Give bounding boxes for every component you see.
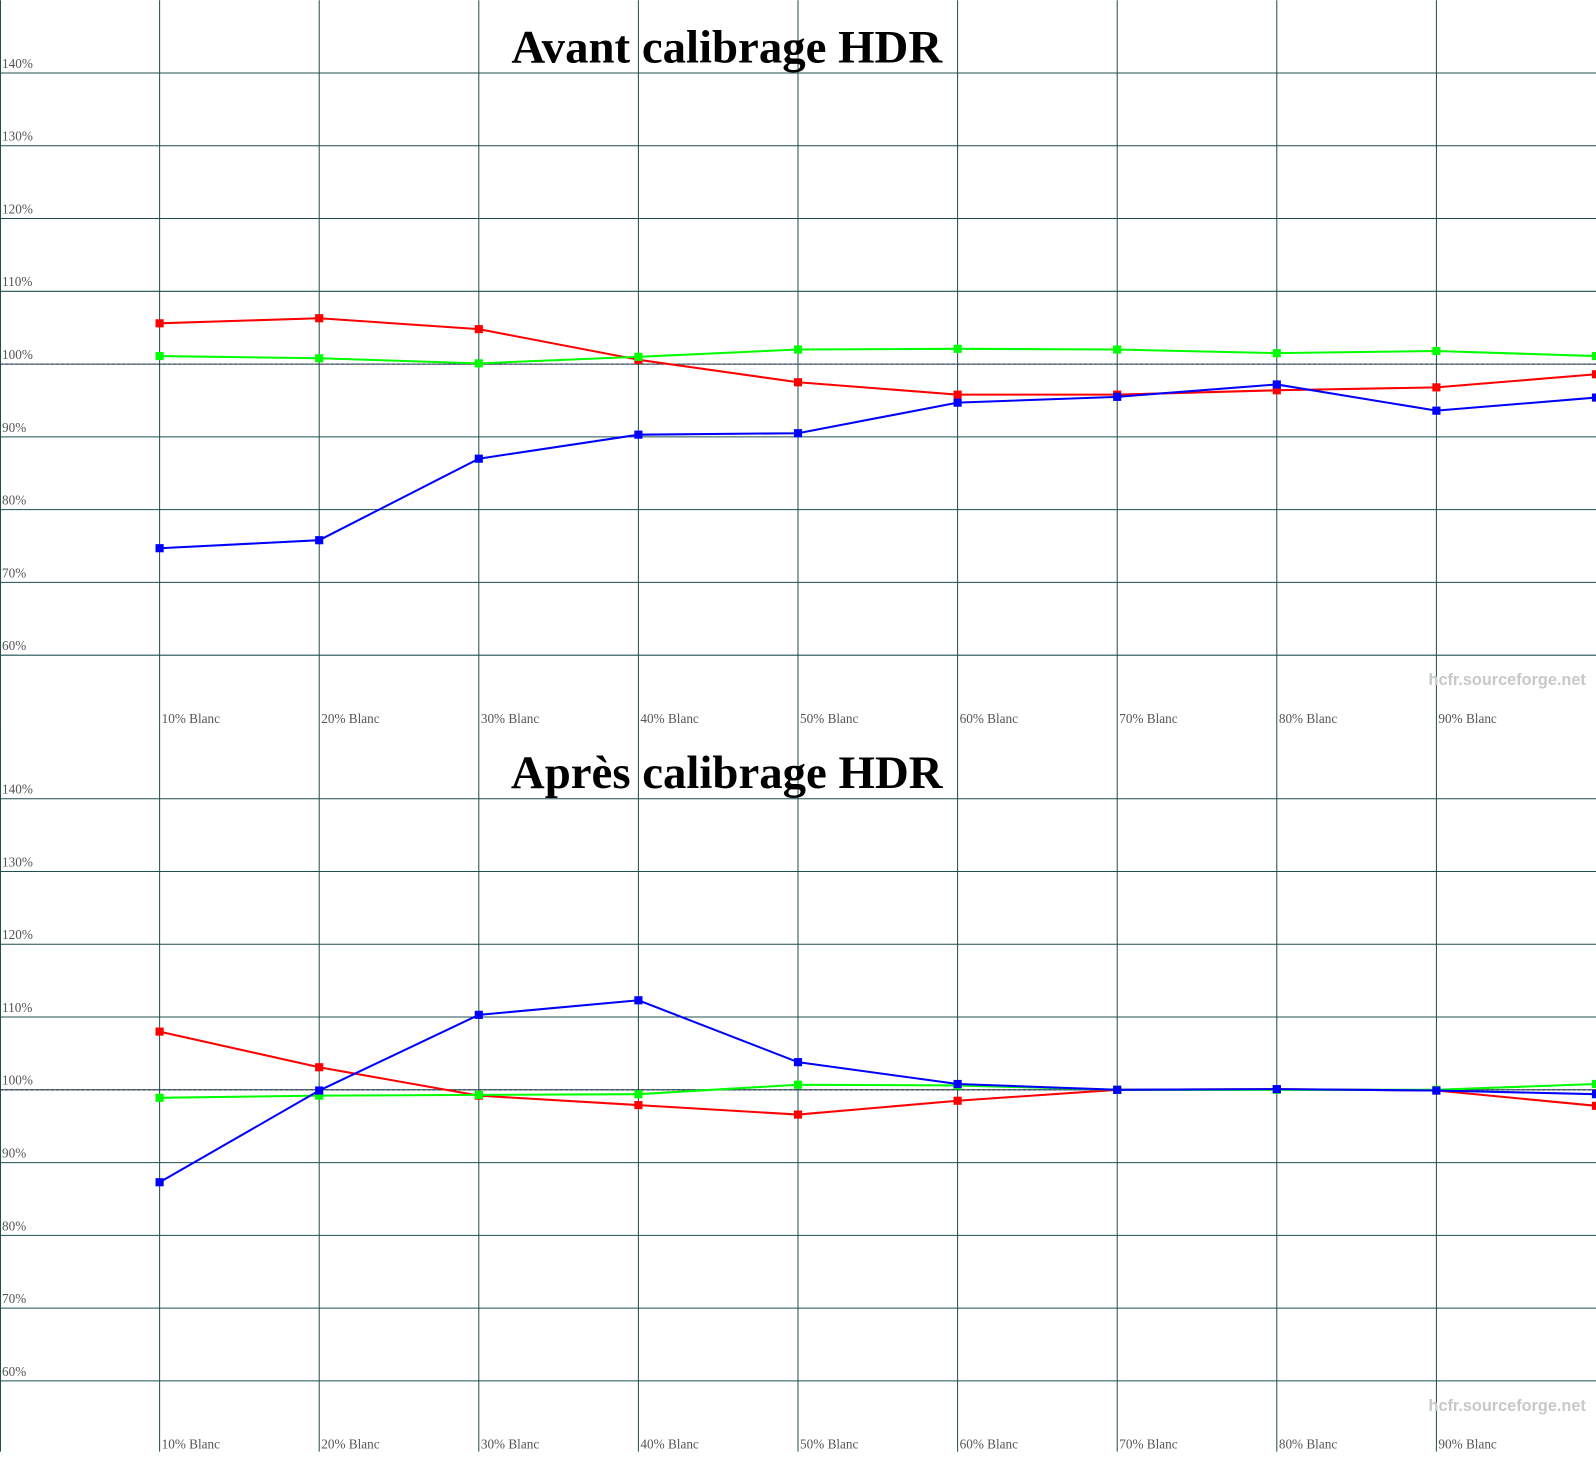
point: [474, 359, 483, 368]
point: [793, 345, 803, 354]
point: [1113, 345, 1122, 354]
point: [634, 1101, 643, 1110]
y-tick-label: 140%: [2, 56, 33, 71]
series-line: [159, 347, 1596, 365]
y-tick-label: 60%: [2, 1364, 26, 1379]
x-tick-label: 20% Blanc: [321, 711, 380, 726]
point: [1432, 1086, 1441, 1095]
x-tick-label: 90% Blanc: [1438, 711, 1497, 726]
y-tick-label: 80%: [2, 1218, 26, 1233]
point: [953, 390, 962, 399]
point: [1591, 352, 1596, 361]
point: [634, 1090, 643, 1099]
y-tick-label: 80%: [2, 493, 26, 508]
point: [1113, 392, 1122, 401]
y-tick-label: 130%: [2, 854, 33, 869]
point: [315, 1086, 324, 1095]
x-tick-label: 90% Blanc: [1438, 1437, 1497, 1452]
point: [1272, 349, 1281, 358]
point: [793, 1080, 803, 1089]
y-tick-label: 70%: [2, 1291, 26, 1306]
x-tick-label: 10% Blanc: [162, 1437, 221, 1452]
point: [474, 454, 483, 463]
series-line: [159, 999, 1596, 1184]
point: [1432, 383, 1441, 392]
point: [315, 354, 324, 363]
x-tick-label: 60% Blanc: [960, 711, 1019, 726]
point: [1591, 1090, 1596, 1099]
point: [793, 378, 803, 387]
point: [1113, 1085, 1122, 1094]
point: [315, 536, 324, 545]
point: [793, 429, 803, 438]
point: [1272, 380, 1281, 389]
point: [315, 1063, 324, 1072]
y-tick-label: 90%: [2, 420, 26, 435]
point: [1591, 370, 1596, 379]
y-tick-label: 100%: [2, 1073, 33, 1088]
point: [953, 398, 962, 407]
watermark: hcfr.sourceforge.net: [1429, 671, 1587, 689]
point: [953, 344, 962, 353]
point: [1591, 393, 1596, 402]
x-tick-label: 80% Blanc: [1279, 711, 1338, 726]
y-tick-label: 60%: [2, 638, 26, 653]
point: [474, 325, 483, 334]
x-tick-label: 20% Blanc: [321, 1437, 380, 1452]
point: [634, 996, 643, 1005]
watermark: hcfr.sourceforge.net: [1429, 1397, 1587, 1415]
x-tick-label: 70% Blanc: [1119, 711, 1178, 726]
series-line: [159, 383, 1596, 550]
y-tick-label: 120%: [2, 927, 33, 942]
point: [1272, 1085, 1281, 1094]
point: [634, 430, 643, 439]
y-tick-label: 120%: [2, 201, 33, 216]
point: [474, 1010, 483, 1019]
point: [315, 314, 324, 323]
point: [155, 544, 164, 553]
point: [1272, 386, 1281, 395]
point: [1432, 406, 1441, 415]
chart-title: Après calibrage HDR: [511, 747, 944, 799]
y-tick-label: 90%: [2, 1145, 26, 1160]
point: [155, 1178, 164, 1187]
point: [155, 319, 164, 328]
point: [1591, 1079, 1596, 1089]
y-tick-label: 70%: [2, 565, 26, 580]
point: [953, 1096, 962, 1105]
point: [793, 1058, 803, 1067]
y-tick-label: 100%: [2, 347, 33, 362]
point: [474, 1090, 483, 1099]
chart-title: Avant calibrage HDR: [511, 21, 943, 73]
point: [1591, 1101, 1596, 1110]
point: [155, 1093, 164, 1102]
x-tick-label: 70% Blanc: [1119, 1437, 1178, 1452]
point: [155, 352, 164, 361]
point: [793, 1110, 803, 1119]
x-tick-label: 40% Blanc: [640, 1437, 699, 1452]
x-tick-label: 40% Blanc: [640, 711, 699, 726]
y-tick-label: 130%: [2, 129, 33, 144]
x-tick-label: 50% Blanc: [800, 1437, 859, 1452]
x-tick-label: 50% Blanc: [800, 711, 859, 726]
y-tick-label: 140%: [2, 782, 33, 797]
y-tick-label: 110%: [2, 1000, 32, 1015]
point: [155, 1027, 164, 1036]
point: [953, 1079, 962, 1089]
point: [315, 1091, 324, 1100]
point: [1432, 346, 1441, 356]
point: [634, 352, 643, 361]
x-tick-label: 30% Blanc: [481, 1437, 540, 1452]
series-line: [159, 317, 1596, 396]
x-tick-label: 10% Blanc: [162, 711, 221, 726]
x-tick-label: 60% Blanc: [960, 1437, 1019, 1452]
y-tick-label: 110%: [2, 274, 32, 289]
x-tick-label: 80% Blanc: [1279, 1437, 1338, 1452]
x-tick-label: 30% Blanc: [481, 711, 540, 726]
